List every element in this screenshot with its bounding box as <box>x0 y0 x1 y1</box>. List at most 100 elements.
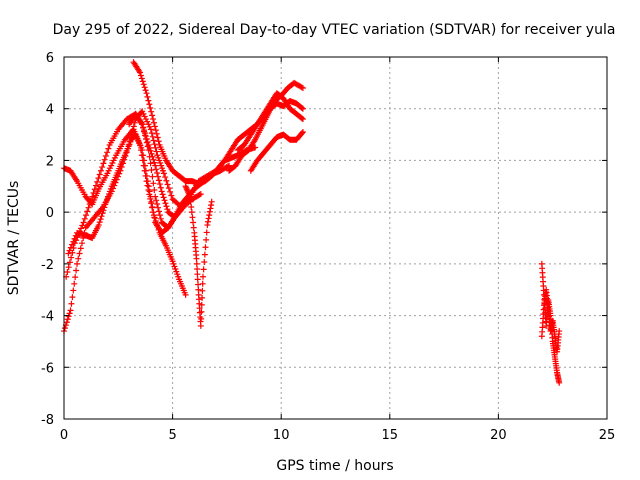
data-point <box>206 208 213 215</box>
data-point <box>204 222 211 229</box>
data-point <box>104 149 111 156</box>
data-point <box>78 240 85 247</box>
data-point <box>79 222 86 229</box>
data-point <box>152 193 159 200</box>
data-point <box>160 170 167 177</box>
x-axis-label: GPS time / hours <box>276 458 393 474</box>
data-point <box>157 215 164 222</box>
data-point <box>168 192 175 199</box>
data-point <box>162 174 169 181</box>
y-tick-label: 0 <box>46 206 54 221</box>
data-point <box>143 172 150 179</box>
data-point <box>150 156 157 163</box>
data-point <box>146 153 153 160</box>
data-point <box>152 144 159 151</box>
data-point <box>299 85 306 92</box>
y-tick-label: 6 <box>46 51 54 66</box>
data-point <box>155 208 162 215</box>
data-point <box>141 128 148 135</box>
data-point <box>65 250 72 257</box>
data-point <box>150 209 157 216</box>
data-point <box>156 212 163 219</box>
y-axis-label: SDTVAR / TECUs <box>6 181 22 296</box>
data-point <box>67 244 74 251</box>
data-point <box>101 156 108 163</box>
data-point <box>145 97 152 104</box>
data-point <box>199 280 206 287</box>
data-point <box>71 280 78 287</box>
data-point <box>148 108 155 115</box>
data-point <box>87 197 94 204</box>
data-point <box>148 130 155 137</box>
data-point <box>73 267 80 274</box>
series-arc-11 <box>247 128 306 174</box>
data-point <box>154 134 161 141</box>
data-point <box>147 104 154 111</box>
data-point <box>194 266 201 273</box>
data-point <box>199 287 206 294</box>
data-point <box>160 194 167 201</box>
data-point <box>78 225 85 232</box>
data-point <box>154 201 161 208</box>
data-point <box>81 215 88 222</box>
data-point <box>65 264 72 271</box>
data-point <box>139 78 146 85</box>
data-point <box>188 203 195 210</box>
data-point <box>76 250 83 257</box>
y-tick-labels: -8 -6 -4 -2 0 2 4 6 <box>41 51 54 428</box>
data-point <box>298 130 305 137</box>
data-point <box>198 315 205 322</box>
series-arc-10 <box>234 90 306 154</box>
data-point <box>208 202 215 209</box>
data-point <box>196 191 203 198</box>
data-point <box>151 141 158 148</box>
data-point <box>150 119 157 126</box>
data-point <box>201 251 208 258</box>
data-point <box>147 160 154 167</box>
data-point <box>145 147 152 154</box>
data-point <box>92 182 99 189</box>
data-point <box>195 286 202 293</box>
x-tick-label: 0 <box>60 428 68 443</box>
y-tick-label: -6 <box>41 361 54 376</box>
x-tick-label: 15 <box>382 428 399 443</box>
data-point <box>146 188 153 195</box>
data-point <box>193 255 200 262</box>
data-point <box>187 198 194 205</box>
data-point <box>89 193 96 200</box>
data-point <box>66 247 73 254</box>
data-point <box>100 160 107 167</box>
data-point <box>556 328 563 335</box>
data-point <box>149 112 156 119</box>
data-point <box>86 201 93 208</box>
data-point <box>155 177 162 184</box>
data-point <box>298 84 305 91</box>
data-point <box>99 210 106 217</box>
data-point <box>149 173 156 180</box>
data-point <box>206 212 213 219</box>
data-point <box>63 319 70 326</box>
data-point <box>157 184 164 191</box>
data-point <box>203 236 210 243</box>
data-point <box>155 173 162 180</box>
series-arc-13 <box>538 286 563 355</box>
data-point <box>99 164 106 171</box>
x-tick-label: 10 <box>273 428 290 443</box>
data-point <box>148 198 155 205</box>
series-arc-9 <box>226 79 306 174</box>
data-point <box>98 213 105 220</box>
data-point <box>140 81 147 88</box>
data-point <box>100 207 107 214</box>
data-point <box>137 69 144 76</box>
data-point <box>186 193 193 200</box>
data-point <box>70 287 77 294</box>
data-point <box>144 178 151 185</box>
data-point <box>198 308 205 315</box>
data-point <box>96 219 103 226</box>
x-tick-label: 20 <box>490 428 507 443</box>
data-point <box>64 268 71 275</box>
data-point <box>201 259 208 266</box>
data-point <box>197 322 204 329</box>
data-point <box>141 157 148 164</box>
data-point <box>165 185 172 192</box>
